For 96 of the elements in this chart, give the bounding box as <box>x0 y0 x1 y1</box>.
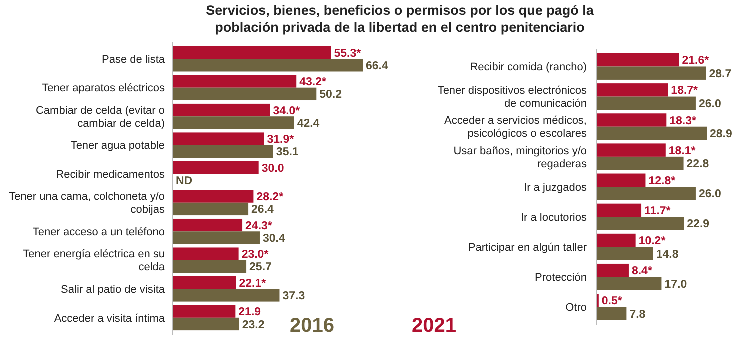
bar <box>597 114 667 127</box>
bar <box>597 247 654 260</box>
y-tick-label: Acceder a servicios médicos, psicológicos o escolares <box>444 115 588 140</box>
y-tick-label: Salir al patio de visita <box>61 284 166 296</box>
bar <box>173 232 260 244</box>
y-tick-label: Tener una cama, colchoneta y/o cobijas <box>9 191 166 216</box>
data-label: 28.2* <box>256 192 284 204</box>
y-tick-label: Tener agua potable <box>70 140 165 152</box>
bar <box>597 66 706 80</box>
y-tick-label: Acceder a visita íntima <box>54 312 166 325</box>
bar <box>173 132 264 146</box>
bar <box>173 59 363 72</box>
data-label: 34.0* <box>273 105 301 118</box>
data-label: 0.5* <box>602 296 623 308</box>
data-label: 17.0 <box>664 278 688 291</box>
data-label: 18.7* <box>671 85 699 98</box>
y-tick-label: Ir a juzgados <box>524 182 588 194</box>
y-tick-label: Participar en algún taller <box>468 242 588 254</box>
data-label: 50.2 <box>320 89 342 102</box>
y-tick-label: Otro <box>566 302 587 314</box>
y-tick-label: Ir a locutorios <box>520 212 588 224</box>
y-tick-label: Tener aparatos eléctricos <box>42 82 166 95</box>
bar <box>597 54 680 67</box>
text: ND <box>176 175 193 188</box>
bar <box>173 46 332 60</box>
data-label: 26.0 <box>698 98 722 110</box>
bar <box>597 277 662 290</box>
data-label: 18.3* <box>670 115 698 128</box>
data-label: 8.4* <box>632 266 653 278</box>
y-tick-label: Recibir medicamentos <box>56 168 166 181</box>
data-label: 10.2* <box>638 236 666 248</box>
data-label: 28.7 <box>709 68 732 80</box>
bar <box>597 84 668 97</box>
series-label: 2016 <box>290 315 334 337</box>
data-label: 21.6* <box>682 55 710 68</box>
bar <box>597 96 696 110</box>
data-label: 25.7 <box>250 262 272 274</box>
data-label: 26.0 <box>698 188 722 201</box>
data-label: 35.1 <box>276 146 300 159</box>
data-label: 18.1* <box>668 145 696 158</box>
data-label: 7.8 <box>630 308 646 321</box>
data-label: 23.0* <box>242 249 270 262</box>
y-tick-label: Recibir comida (rancho) <box>470 62 587 74</box>
bar <box>597 204 642 218</box>
bar <box>173 260 247 274</box>
bar <box>173 190 254 203</box>
bar <box>173 75 297 88</box>
y-tick-label: Tener energía eléctrica en su celda <box>23 248 166 274</box>
bar <box>597 307 627 320</box>
data-label: 37.3 <box>282 290 306 303</box>
data-label: 23.2 <box>242 319 265 332</box>
data-label: 24.3* <box>246 220 273 232</box>
bar <box>597 126 707 140</box>
y-tick-label: Tener dispositivos electrónicos de comunicación <box>438 85 588 110</box>
y-tick-label: Usar baños, mingitorios y/o regaderas <box>454 145 588 170</box>
bar <box>173 104 270 117</box>
y-tick-label: Pase de lista <box>102 54 166 66</box>
bar <box>597 264 629 278</box>
bar <box>173 202 249 216</box>
bar <box>173 218 243 232</box>
bar <box>597 234 636 248</box>
bar <box>597 174 646 187</box>
data-label: 26.4 <box>252 204 275 216</box>
data-label: 43.2* <box>300 76 327 89</box>
data-label: 22.1* <box>239 278 267 290</box>
bar <box>173 305 236 318</box>
data-label: 42.4 <box>297 118 320 130</box>
bar <box>597 144 666 157</box>
data-label: 22.9 <box>687 218 710 231</box>
bar <box>173 289 280 302</box>
bar <box>173 88 317 100</box>
data-label: 21.9 <box>238 306 262 319</box>
y-tick-label: Tener acceso a un teléfono <box>32 226 165 238</box>
data-label: 30.4 <box>262 232 286 245</box>
bar <box>173 318 240 331</box>
text: Servicios, bienes, beneficios o permisos por los que pagó la población privada de la libertad en el centro penitenciario <box>206 3 594 35</box>
bar <box>173 276 236 290</box>
data-label: 66.4 <box>366 60 389 72</box>
y-tick-label: Cambiar de celda (evitar o cambiar de celda) <box>36 104 165 130</box>
data-label: 28.9 <box>710 128 732 141</box>
bar <box>173 248 239 260</box>
bar <box>173 145 274 158</box>
bar <box>173 116 294 130</box>
text: 2021 <box>412 315 456 337</box>
bar <box>597 187 696 200</box>
bar <box>597 217 684 230</box>
data-label: 55.3* <box>334 48 362 60</box>
data-label: 14.8 <box>656 248 680 261</box>
bar <box>597 156 684 170</box>
data-label: 31.9* <box>267 134 295 146</box>
y-tick-label: Protección <box>535 272 587 284</box>
bar <box>173 161 259 174</box>
data-label: 11.7* <box>644 205 672 218</box>
data-label: 12.8* <box>648 175 676 188</box>
data-label: 22.8 <box>686 158 710 171</box>
data-label: 30.0 <box>262 162 284 175</box>
